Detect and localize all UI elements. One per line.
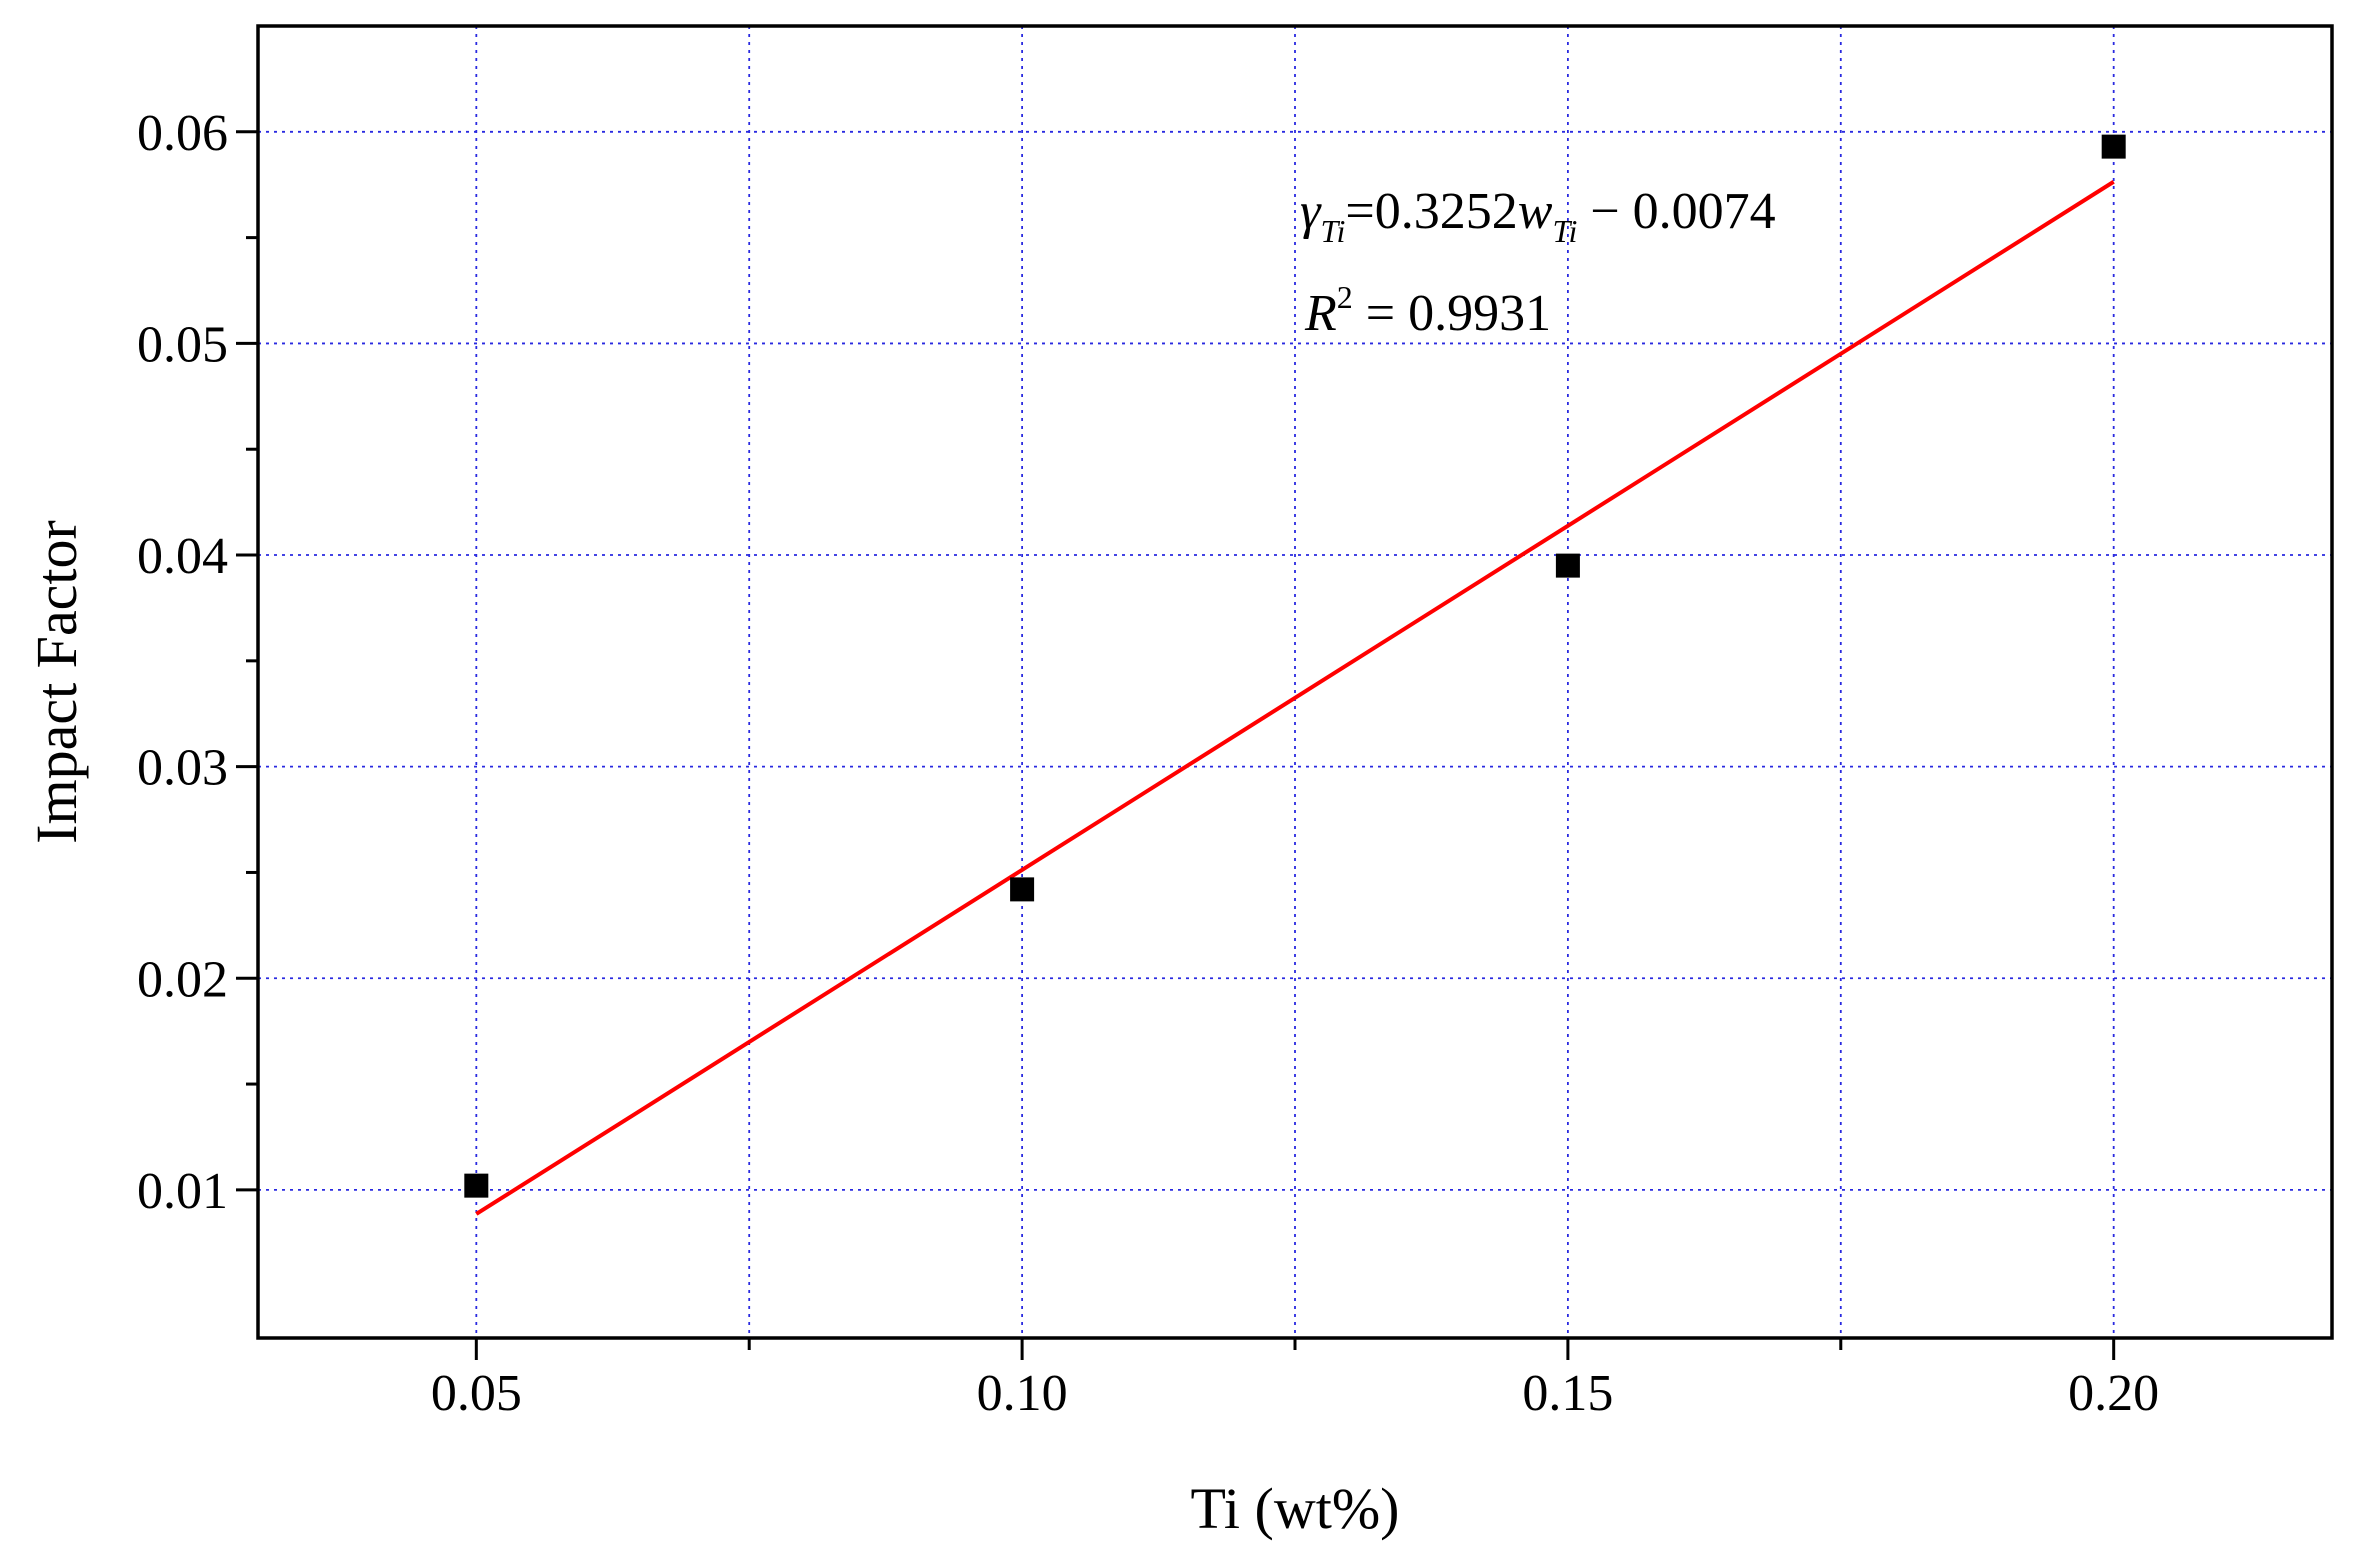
equation-gamma-subscript: Ti	[1321, 213, 1346, 249]
y-tick-label: 0.01	[137, 1163, 228, 1220]
data-point	[1010, 877, 1035, 902]
fit-layer	[475, 180, 2115, 1216]
y-tick-label: 0.03	[137, 740, 228, 797]
tick-layer: 0.05 0.10 0.15 0.20 0.01 0.02 0.03 0.04 0.05 0.06	[137, 105, 2159, 1422]
r-squared-r: R	[1304, 285, 1337, 342]
x-tick-label: 0.15	[1522, 1365, 1613, 1422]
equation-w: w	[1518, 183, 1553, 240]
y-tick-label: 0.02	[137, 951, 228, 1008]
fit-line	[475, 180, 2115, 1216]
x-tick-label: 0.10	[977, 1365, 1068, 1422]
r-squared-value: = 0.9931	[1353, 285, 1551, 342]
point-layer	[464, 134, 2126, 1198]
equation-w-subscript: Ti	[1552, 213, 1577, 249]
y-tick-label: 0.05	[137, 316, 228, 373]
equation-tail: − 0.0074	[1577, 183, 1775, 240]
data-point	[1555, 553, 1580, 578]
x-tick-label: 0.05	[431, 1365, 522, 1422]
y-tick-label: 0.04	[137, 528, 228, 585]
r-squared: R2 = 0.9931	[1304, 279, 1551, 342]
data-point	[2101, 134, 2126, 159]
x-tick-label: 0.20	[2068, 1365, 2159, 1422]
equation-gamma: γ	[1300, 183, 1322, 240]
r-squared-sup: 2	[1337, 279, 1353, 315]
x-axis-label: Ti (wt%)	[1191, 1476, 1400, 1541]
fit-equation: γTi=0.3252wTi − 0.0074	[1300, 183, 1776, 249]
equation-middle: =0.3252	[1345, 183, 1517, 240]
data-point	[464, 1173, 489, 1198]
y-axis-label: Impact Factor	[24, 520, 89, 844]
grid-layer	[258, 26, 2332, 1338]
y-tick-label: 0.06	[137, 105, 228, 162]
